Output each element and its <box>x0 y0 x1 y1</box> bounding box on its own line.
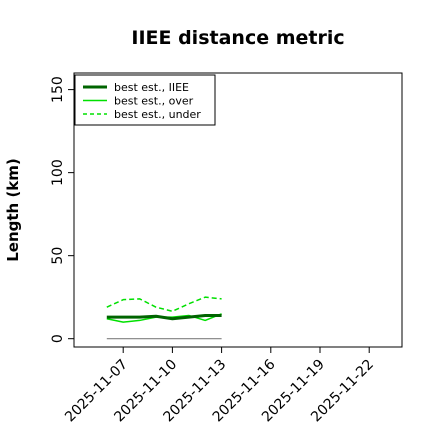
series-layer <box>106 296 222 340</box>
chart-title: IIEE distance metric <box>131 27 344 49</box>
y-axis: 0 50 100 150 <box>50 76 74 343</box>
y-tick-label: 150 <box>50 76 66 103</box>
legend-label: best est., over <box>114 95 194 108</box>
series-line-0 <box>106 313 222 321</box>
plot-frame <box>73 72 403 348</box>
legend-label: best est., under <box>114 108 201 121</box>
y-tick-label: 100 <box>50 159 66 186</box>
x-axis: 2025-11-072025-11-102025-11-132025-11-16… <box>62 347 377 425</box>
y-axis-label: Length (km) <box>4 158 22 262</box>
series-line-2 <box>106 296 222 313</box>
y-tick-label: 50 <box>50 247 66 265</box>
y-tick-label: 0 <box>50 334 66 343</box>
legend-label: best est., IIEE <box>114 81 189 94</box>
